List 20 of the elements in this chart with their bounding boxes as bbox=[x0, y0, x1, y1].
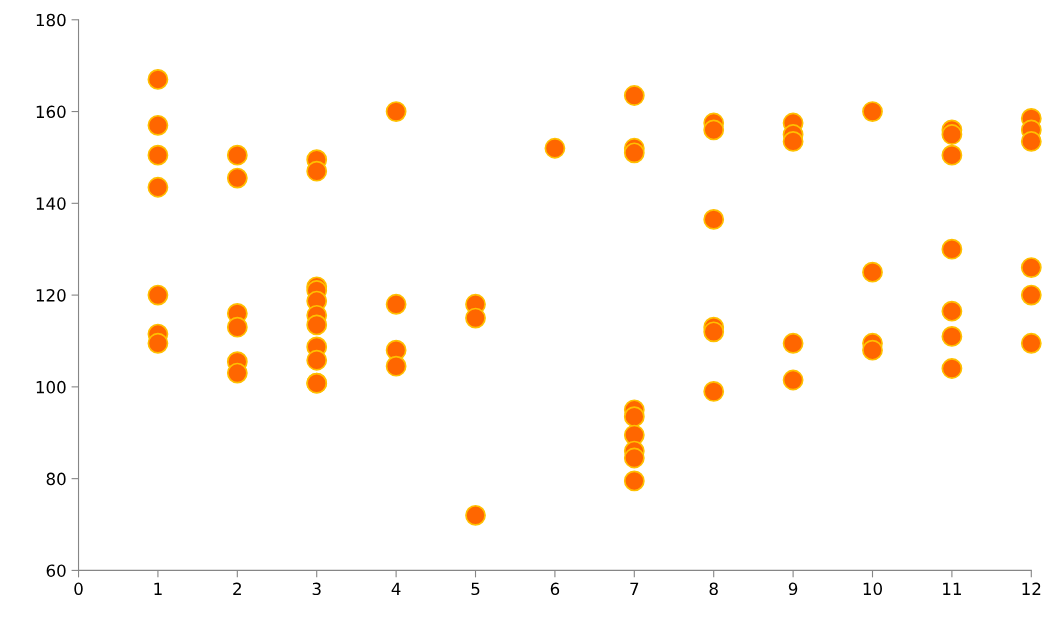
y-tick-label: 80 bbox=[46, 472, 66, 486]
x-tick-label: 12 bbox=[1022, 582, 1041, 595]
x-tick-label: 5 bbox=[471, 582, 480, 596]
x-tick-label: 2 bbox=[233, 582, 241, 595]
x-tick-label: 6 bbox=[550, 582, 560, 596]
y-tick-label: 60 bbox=[46, 564, 66, 577]
x-tick-label: 1 bbox=[154, 582, 162, 595]
x-tick-label: 11 bbox=[943, 582, 961, 595]
x-tick-label: 9 bbox=[788, 582, 798, 596]
x-tick-label: 3 bbox=[312, 582, 321, 596]
y-tick-label: 100 bbox=[36, 380, 66, 394]
x-tick-label: 8 bbox=[709, 582, 718, 596]
x-tick-label: 10 bbox=[863, 582, 882, 596]
x-tick-label: 7 bbox=[630, 582, 639, 595]
y-tick-label: 140 bbox=[36, 197, 66, 210]
x-tick-label: 0 bbox=[74, 582, 83, 596]
y-tick-label: 160 bbox=[36, 105, 66, 119]
y-tick-label: 180 bbox=[36, 13, 66, 27]
y-tick-label: 120 bbox=[36, 289, 66, 302]
x-tick-label: 4 bbox=[391, 582, 401, 595]
